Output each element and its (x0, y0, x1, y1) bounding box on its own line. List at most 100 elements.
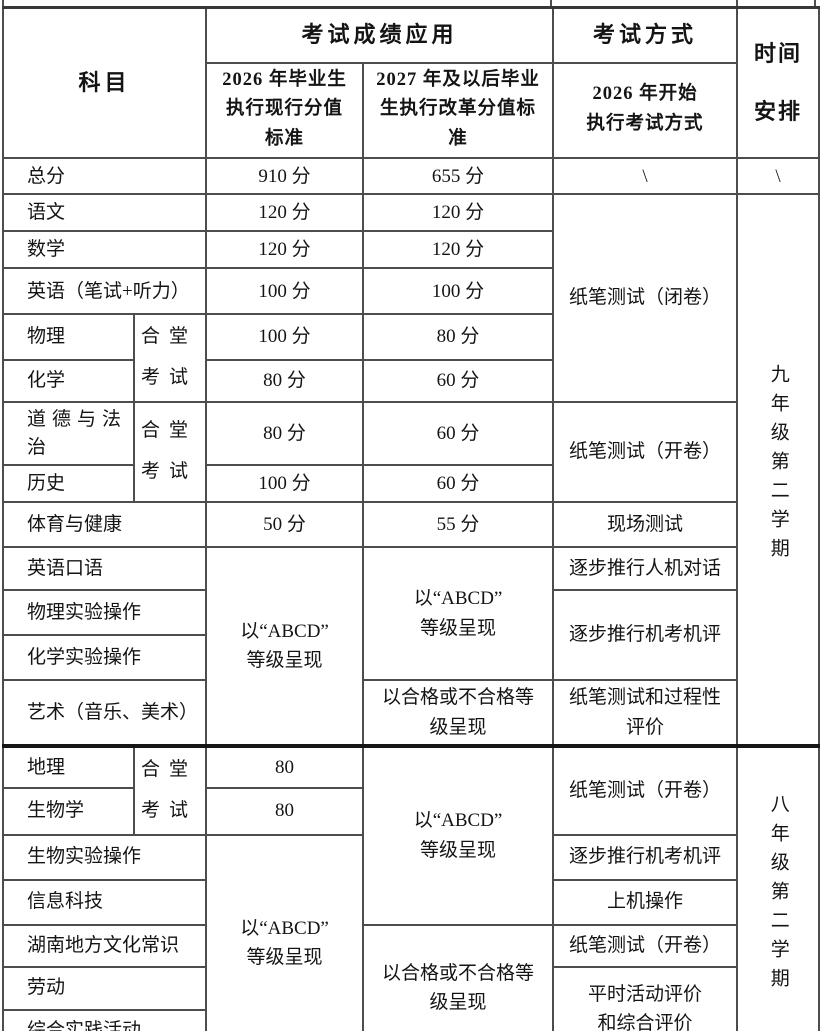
row-oral-english: 英语口语 以“ABCD” 等级呈现 以“ABCD” 等级呈现 逐步推行人机对话 (1, 546, 819, 747)
header-time-schedule: 时间 安排 (736, 6, 821, 160)
cell-physics-label: 物理 (2, 313, 135, 361)
cell-method-open-book-geo-bio: 纸笔测试（开卷） (552, 743, 739, 836)
row-total: 总分 910 分 655 分 \ \ (1, 157, 821, 196)
cell-arts-grade-2027: 以合格或不合格等 级呈现 (362, 679, 555, 747)
row-morality: 道德与法治 合堂考试 80 分 60 分 纸笔测试（开卷） (2, 401, 819, 504)
cell-total-score-2027: 655 分 (362, 157, 555, 196)
header-2026-method: 2026 年开始 执行考试方式 (552, 61, 739, 160)
row-hunan-culture: 湖南地方文化常识 以合格或不合格等 级呈现 纸笔测试（开卷） (1, 923, 819, 1031)
cell-arts-method: 纸笔测试和过程性 评价 (552, 679, 739, 747)
grade8-semester-vertical-text: 八年级第二学期 (767, 793, 789, 997)
cell-arts-label: 艺术（音乐、美术） (1, 679, 208, 747)
header-2026-standard: 2026 年毕业生 执行现行分值 标准 (205, 61, 365, 160)
grade9-semester-vertical-text: 九年级第二学期 (767, 363, 789, 567)
header-row-2: 2026 年毕业生 执行现行分值 标准 2027 年及以后毕业 生执行改革分值标… (3, 61, 819, 160)
row-chinese: 语文 120 分 120 分 纸笔测试（闭卷） 九年级第二学期 (1, 193, 821, 747)
cell-english-score-2027: 100 分 (362, 267, 555, 316)
cell-geography-score-2026: 80 (205, 743, 365, 789)
cell-math-score-2026: 120 分 (205, 230, 365, 270)
crop-line-right (814, 0, 816, 7)
row-biology-lab: 生物实验操作 以“ABCD” 等级呈现 逐步推行机考机评 (1, 833, 819, 1031)
cell-morality-score-2026: 80 分 (205, 401, 365, 467)
exam-subjects-table: 科目 考试成绩应用 考试方式 时间 安排 2026 年毕业生 执行现行分值 标准… (1, 6, 821, 1031)
row-physics-lab: 物理实验操作 逐步推行机考机评 (1, 589, 819, 682)
cell-method-closed-book-g9: 纸笔测试（闭卷） (552, 193, 739, 404)
cell-pe-score-2026: 50 分 (205, 501, 365, 549)
cell-total-label: 总分 (1, 157, 208, 196)
row-math: 数学 120 分 120 分 (1, 230, 819, 270)
header-2027-standard: 2027 年及以后毕业 生执行改革分值标 准 (362, 61, 555, 160)
co-exam-label: 合堂考试 (141, 326, 198, 389)
cell-it-method: 上机操作 (552, 878, 739, 926)
cell-method-activity-eval: 平时活动评价 和综合评价 (552, 965, 739, 1031)
cell-abcd-2027-g9: 以“ABCD” 等级呈现 (362, 546, 555, 682)
cell-history-label: 历史 (2, 464, 135, 504)
co-exam-label: 合堂考试 (141, 420, 198, 483)
row-chemistry: 化学 80 分 60 分 (2, 358, 819, 404)
cell-history-score-2027: 60 分 (362, 464, 555, 504)
cell-abcd-2027-g8: 以“ABCD” 等级呈现 (362, 743, 555, 926)
cell-math-score-2027: 120 分 (362, 230, 555, 270)
cell-chemistry-lab-label: 化学实验操作 (1, 634, 208, 682)
cell-time-grade9: 九年级第二学期 (736, 193, 821, 747)
row-chemistry-lab: 化学实验操作 (1, 634, 819, 682)
crop-line-time-col (736, 0, 738, 7)
row-english: 英语（笔试+听力） 100 分 100 分 (1, 267, 819, 316)
cell-total-time: \ (736, 157, 821, 196)
cell-pe-label: 体育与健康 (1, 501, 208, 549)
cell-practice-label: 综合实践活动 (1, 1008, 208, 1031)
row-biology: 生物学 80 (2, 786, 819, 836)
cell-biology-score-2026: 80 (205, 786, 365, 836)
cell-chinese-score-2027: 120 分 (362, 193, 555, 233)
cell-hunan-culture-method: 纸笔测试（开卷） (552, 923, 739, 968)
row-physics: 物理 合堂考试 100 分 80 分 (2, 313, 819, 404)
cell-morality-label: 道德与法治 (2, 401, 135, 467)
cell-biology-label: 生物学 (2, 786, 135, 836)
cell-total-score-2026: 910 分 (205, 157, 365, 196)
cell-it-label: 信息科技 (1, 878, 208, 926)
co-exam-label: 合堂考试 (141, 758, 198, 821)
cell-english-label: 英语（笔试+听力） (1, 267, 208, 316)
crop-line-left (2, 0, 4, 7)
cell-pe-method: 现场测试 (552, 501, 739, 549)
cell-co-exam-phys-chem: 合堂考试 (132, 313, 208, 404)
cell-oral-english-label: 英语口语 (1, 546, 208, 592)
cell-co-exam-geo-bio: 合堂考试 (132, 743, 208, 836)
row-arts: 艺术（音乐、美术） 以合格或不合格等 级呈现 纸笔测试和过程性 评价 (1, 679, 819, 747)
cell-method-open-book-g9: 纸笔测试（开卷） (552, 401, 739, 504)
cell-method-machine-eval-g9: 逐步推行机考机评 (552, 589, 739, 682)
cell-morality-score-2027: 60 分 (362, 401, 555, 467)
cell-chinese-label: 语文 (1, 193, 208, 233)
cell-chinese-score-2026: 120 分 (205, 193, 365, 233)
header-exam-method: 考试方式 (552, 6, 739, 64)
cell-pass-fail-g8: 以合格或不合格等 级呈现 (362, 923, 555, 1031)
header-row-1: 科目 考试成绩应用 考试方式 时间 安排 (1, 6, 821, 160)
row-labor: 劳动 平时活动评价 和综合评价 (1, 965, 819, 1031)
cell-geography-label: 地理 (2, 743, 135, 789)
crop-line-method-col (550, 0, 552, 7)
cell-physics-lab-label: 物理实验操作 (1, 589, 208, 637)
cell-co-exam-moral-hist: 合堂考试 (132, 401, 208, 504)
row-history: 历史 100 分 60 分 (2, 464, 819, 504)
cell-biology-lab-method: 逐步推行机考机评 (552, 833, 739, 881)
cell-chemistry-score-2026: 80 分 (205, 358, 365, 404)
cell-time-grade8: 八年级第二学期 (736, 743, 821, 1031)
header-score-application: 考试成绩应用 (205, 6, 555, 64)
cell-biology-lab-label: 生物实验操作 (1, 833, 208, 881)
row-pe: 体育与健康 50 分 55 分 现场测试 (1, 501, 819, 549)
cell-labor-label: 劳动 (1, 965, 208, 1011)
cell-chemistry-label: 化学 (2, 358, 135, 404)
row-it: 信息科技 上机操作 (1, 878, 819, 926)
cell-math-label: 数学 (1, 230, 208, 270)
cell-hunan-culture-label: 湖南地方文化常识 (1, 923, 208, 968)
cell-pe-score-2027: 55 分 (362, 501, 555, 549)
cell-physics-score-2027: 80 分 (362, 313, 555, 361)
cell-total-method: \ (552, 157, 739, 196)
row-practice: 综合实践活动 (1, 1008, 819, 1031)
cell-english-score-2026: 100 分 (205, 267, 365, 316)
cell-abcd-2026-g8: 以“ABCD” 等级呈现 (205, 833, 365, 1031)
row-geography: 地理 合堂考试 80 以“ABCD” 等级呈现 纸笔测试（开卷） 八年级第二学期 (2, 743, 821, 1031)
cell-chemistry-score-2027: 60 分 (362, 358, 555, 404)
cell-oral-english-method: 逐步推行人机对话 (552, 546, 739, 592)
